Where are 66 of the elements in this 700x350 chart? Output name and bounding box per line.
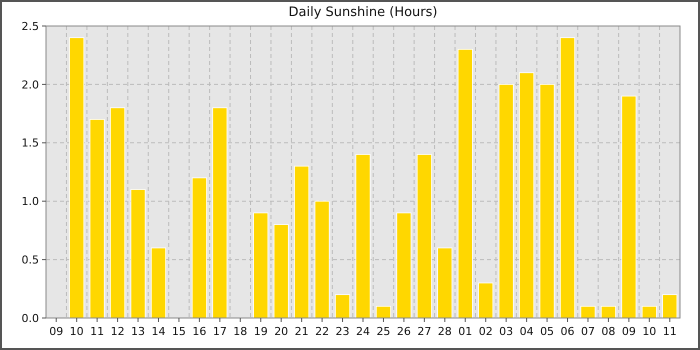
x-tick-label: 09 [622,325,636,338]
x-tick-label: 01 [458,325,472,338]
bar [334,294,350,318]
x-tick-label: 11 [662,325,677,338]
x-tick-label: 05 [540,325,554,338]
x-tick-label: 11 [90,325,104,338]
y-tick-label: 0.0 [22,312,39,325]
x-tick-label: 22 [315,325,330,338]
chart-title: Daily Sunshine (Hours) [288,5,438,20]
bar [437,248,452,318]
bar [376,306,392,318]
bar [396,212,412,318]
bar [274,224,289,318]
x-tick-label: 20 [274,325,288,338]
bar [90,119,105,318]
bar [600,306,616,318]
x-tick-label: 24 [356,325,370,338]
bar [355,154,371,318]
bar [642,306,657,318]
x-tick-label: 15 [172,325,186,338]
bar [540,84,555,318]
x-tick-label: 18 [233,325,248,338]
bar [253,212,268,318]
x-tick-label: 08 [601,325,616,338]
x-tick-label: 12 [110,325,125,338]
bar [498,84,514,318]
y-tick-label: 1.5 [22,136,39,150]
x-tick-label: 17 [212,325,227,338]
x-tick-label: 26 [396,325,411,338]
x-tick-label: 10 [642,325,656,338]
bar [621,96,636,318]
bar [130,189,146,318]
bar [458,48,473,318]
x-tick-label: 06 [560,325,575,338]
x-tick-label: 25 [376,325,390,338]
bar [69,37,84,318]
x-tick-label: 10 [70,325,84,338]
y-tick-label: 2.0 [22,78,39,92]
y-tick-label: 2.5 [22,20,39,33]
x-tick-label: 03 [499,325,514,338]
bar [519,72,534,318]
y-tick-label: 0.5 [22,253,39,266]
x-tick-label: 27 [417,325,432,338]
x-tick-label: 02 [478,325,493,338]
x-tick-label: 04 [520,325,534,338]
bar [662,294,678,318]
x-tick-label: 19 [254,325,268,338]
bar [580,306,596,318]
bar [560,37,576,318]
x-tick-label: 23 [336,325,350,338]
x-tick-label: 09 [49,325,64,338]
bar [212,107,228,318]
x-tick-label: 13 [131,325,146,338]
x-tick-label: 07 [580,325,595,338]
bar [416,154,432,318]
y-tick-label: 1.0 [22,195,39,208]
bar [150,248,166,318]
x-tick-label: 16 [192,325,206,338]
bar [110,107,126,318]
x-tick-label: 14 [151,325,166,338]
x-tick-label: 21 [294,325,309,338]
bar [192,177,207,318]
bar [478,282,494,318]
bar [314,200,330,318]
x-tick-label: 28 [438,325,452,338]
bar [294,166,310,318]
